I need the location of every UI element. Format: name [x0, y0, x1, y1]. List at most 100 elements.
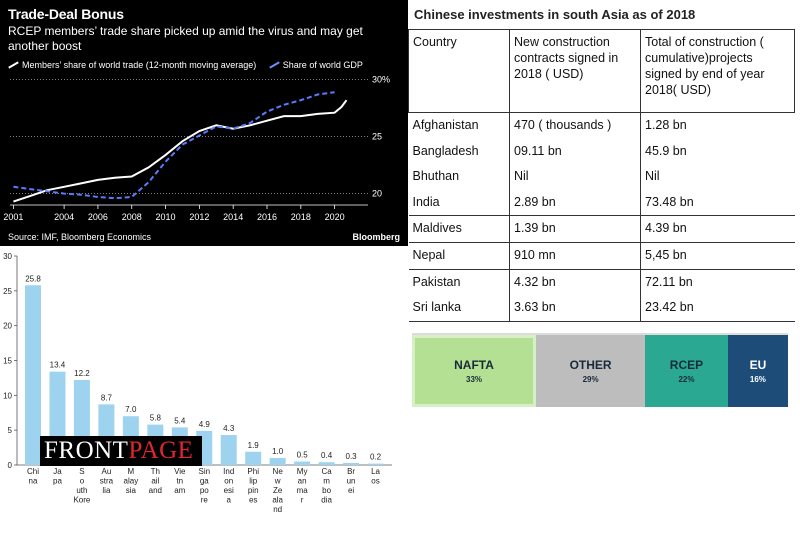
chart-legend: Members’ share of world trade (12-month … — [8, 60, 363, 70]
y-tick-label: 30% — [372, 75, 390, 85]
x-tick-label: 2018 — [291, 212, 311, 222]
x-category-label: My an ma r — [297, 467, 309, 505]
bar — [25, 285, 41, 465]
cell-country: Bangladesh — [412, 143, 479, 158]
share-segment-eu: EU 16% — [727, 335, 788, 407]
bar-value-label: 4.9 — [199, 420, 211, 429]
y-tick-label: 25 — [372, 132, 382, 142]
cell-country: Pakistan — [408, 268, 510, 296]
table-row: Nepal 910 mn 5,45 bn — [408, 241, 795, 270]
bar-value-label: 1.9 — [248, 441, 260, 450]
table-row: Bangladesh 09.11 bn 45.9 bn — [409, 138, 795, 165]
x-tick-label: 2014 — [223, 212, 243, 222]
cell-new: 470 ( thousands ) — [509, 112, 641, 139]
segment-percent: 22% — [678, 375, 695, 384]
table-row: Sri lanka 3.63 bn 23.42 bn — [408, 295, 795, 322]
bar — [269, 458, 286, 465]
segment-name: RCEP — [669, 358, 704, 372]
cell-total: 73.48 bn — [645, 194, 694, 209]
cell-new: Nil — [509, 164, 641, 190]
x-tick-label: 2001 — [3, 212, 23, 222]
y-tick-label: 30 — [3, 252, 12, 261]
cell-total: Nil — [645, 169, 660, 184]
segment-percent: 29% — [582, 375, 599, 384]
share-segment-other: OTHER 29% — [536, 335, 646, 407]
y-tick-label: 0 — [8, 461, 13, 470]
frontpage-page: PAGE — [128, 437, 194, 464]
y-tick-label: 15 — [3, 357, 12, 366]
bar-value-label: 4.3 — [223, 424, 235, 433]
x-category-label: Ja pa — [53, 467, 62, 486]
bar-value-label: 1.0 — [272, 447, 284, 456]
x-category-label: Sin ga po re — [198, 467, 210, 505]
x-tick-label: 2008 — [122, 212, 142, 222]
segment-percent: 16% — [749, 375, 766, 384]
segment-name: OTHER — [569, 358, 612, 372]
series-line-trade — [13, 99, 348, 203]
bar-value-label: 0.3 — [346, 452, 358, 461]
chart-source: Source: IMF, Bloomberg Economics — [8, 232, 152, 242]
share-segment-nafta: NAFTA 33% — [412, 335, 537, 407]
table-row: Pakistan 4.32 bn 72.11 bn — [408, 268, 795, 296]
series-line-gdp — [13, 91, 335, 200]
x-category-label: Th ail and — [149, 467, 162, 495]
frontpage-logo: FRONTPAGE — [40, 436, 202, 466]
cell-country: Afghanistan — [412, 118, 479, 132]
cell-total: 5,45 bn — [640, 241, 795, 270]
cell-new: 910 mn — [509, 241, 641, 270]
cell-total: 72.11 bn — [640, 268, 795, 296]
x-tick-label: 2006 — [88, 212, 108, 222]
y-tick-label: 25 — [3, 287, 12, 296]
table-row: Afghanistan 470 ( thousands ) 1.28 bn — [409, 112, 795, 139]
bar-value-label: 0.4 — [321, 451, 333, 460]
cell-new: 4.32 bn — [509, 268, 641, 296]
x-category-label: Ca m bo dia — [321, 467, 332, 505]
header-country: Country — [408, 29, 510, 113]
bar — [294, 461, 311, 465]
cell-total: 1.28 bn — [645, 118, 687, 132]
segment-name: EU — [749, 358, 767, 372]
legend-label-gdp: Share of world GDP — [282, 60, 363, 70]
x-category-label: La os — [371, 467, 380, 486]
y-tick-label: 5 — [8, 426, 13, 435]
y-tick-label: 20 — [3, 322, 12, 331]
cell-total: 45.9 bn — [645, 143, 687, 158]
legend-label-trade: Members’ share of world trade (12-month … — [22, 60, 257, 70]
header-new-contracts: New construction contracts signed in 201… — [509, 29, 641, 113]
cell-new: 1.39 bn — [509, 215, 641, 243]
table-row: Maldives 1.39 bn 4.39 bn — [408, 215, 795, 243]
x-tick-label: 2020 — [325, 212, 345, 222]
bar-value-label: 12.2 — [74, 369, 90, 378]
table-title: Chinese investments in south Asia as of … — [414, 7, 696, 22]
x-tick-label: 2010 — [156, 212, 176, 222]
bar — [245, 451, 262, 465]
bloomberg-chart: Trade-Deal Bonus RCEP members’ trade sha… — [0, 0, 408, 246]
segment-name: NAFTA — [454, 358, 494, 372]
x-category-label: Ne w Ze ala nd — [272, 467, 283, 514]
x-category-label: Chi na — [27, 467, 39, 486]
cell-total: 4.39 bn — [640, 215, 795, 243]
line-chart-plot: 20 25 30% 2001 2004 2006 2008 2010 2012 2014 2016 2… — [3, 75, 390, 222]
x-category-label: Au stra lia — [100, 467, 114, 495]
x-tick-label: 2012 — [189, 212, 209, 222]
table-row: Bhuthan Nil Nil — [409, 164, 795, 190]
bar — [220, 435, 237, 465]
table-row: India 2.89 bn 73.48 bn — [409, 189, 795, 216]
y-tick-label: 20 — [372, 189, 382, 199]
trade-share-bar: NAFTA 33% OTHER 29% RCEP 22% EU 16% — [412, 333, 788, 407]
cell-new: 3.63 bn — [509, 295, 641, 322]
cell-new: 09.11 bn — [509, 138, 641, 165]
cell-country: Bhuthan — [412, 169, 460, 184]
x-tick-label: 2004 — [54, 212, 74, 222]
x-category-label: Phi lip pin es — [247, 467, 259, 505]
bar-chart-plot: 0 5 10 15 20 25 30 25.8 Chi na 13.4 Ja pa 12.2 S o uth Ko… — [3, 252, 392, 514]
bar — [367, 463, 384, 465]
bar-value-label: 7.0 — [125, 405, 137, 414]
segment-percent: 33% — [466, 375, 483, 384]
frontpage-front: FRONT — [44, 437, 129, 464]
cell-country: India — [412, 194, 440, 209]
bar — [343, 462, 360, 465]
table-header-row: Country New construction contracts signe… — [408, 29, 795, 113]
